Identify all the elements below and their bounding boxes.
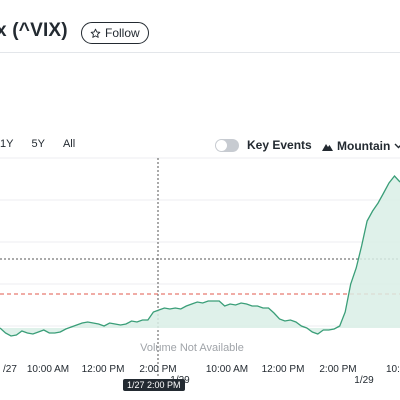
grid-lines [0, 157, 400, 327]
x-axis: /27 10:00 AM 12:00 PM 2:00 PM 1/29 10:00… [3, 364, 400, 385]
x-tick-label: 2:00 PM [139, 364, 176, 375]
page-title: x (^VIX) [0, 20, 68, 41]
chevron-down-icon [394, 143, 400, 149]
chart-type-dropdown[interactable]: Mountain [322, 139, 400, 153]
header-divider [0, 52, 400, 53]
x-tick-label: /27 [3, 364, 17, 375]
price-line [0, 174, 400, 337]
key-events-label: Key Events [247, 138, 312, 152]
x-sub-label: 1/29 [354, 375, 374, 385]
volume-label: Volume Not Available [140, 342, 244, 354]
chart-type-label: Mountain [337, 139, 391, 153]
key-events-control[interactable]: Key Events [215, 138, 312, 152]
star-icon [90, 28, 101, 38]
follow-button[interactable]: Follow [81, 22, 149, 44]
range-1y[interactable]: 1Y [0, 138, 14, 150]
range-5y[interactable]: 5Y [31, 138, 45, 150]
x-tick-label: 10: [386, 364, 400, 375]
x-tick-label: 12:00 PM [262, 364, 305, 375]
x-tick-label: 2:00 PM [319, 364, 356, 375]
follow-label: Follow [105, 26, 140, 40]
x-tick-label: 10:00 AM [206, 364, 248, 375]
x-tick-label: 10:00 AM [27, 364, 69, 375]
range-all[interactable]: All [62, 138, 76, 150]
price-chart[interactable]: Volume Not Available /27 10:00 AM 12:00 … [0, 150, 400, 385]
crosshair-time-label: 1/27 2:00 PM [123, 379, 185, 391]
range-selector: 1Y 5Y All [0, 138, 93, 150]
x-tick-label: 12:00 PM [82, 364, 125, 375]
key-events-toggle[interactable] [215, 138, 239, 152]
mountain-icon [322, 143, 333, 151]
area-fill [0, 176, 400, 336]
